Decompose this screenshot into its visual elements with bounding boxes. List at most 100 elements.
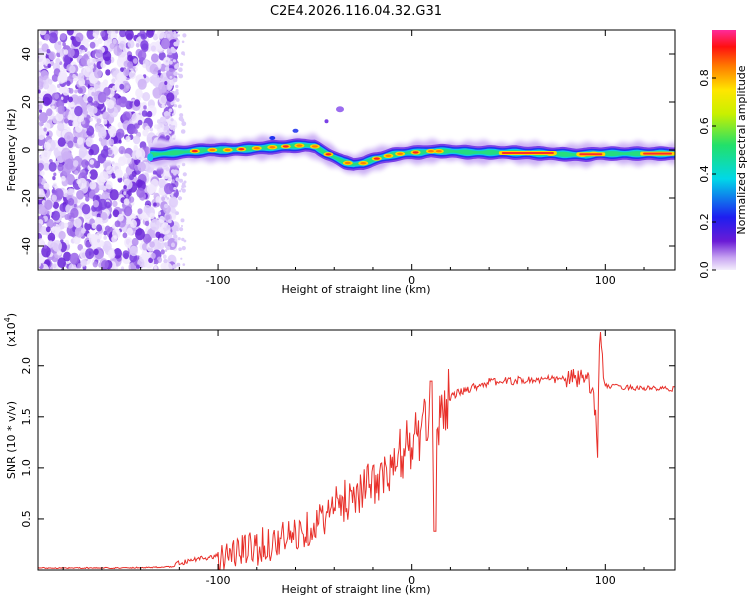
noise-speckle [170,101,174,106]
snr-ytick-label: 1.0 [20,459,33,477]
noise-speckle [81,129,86,135]
noise-speckle [154,259,159,265]
noise-speckle [57,257,66,269]
noise-speckle [64,214,70,220]
noise-speckle [108,149,113,155]
noise-speckle [38,104,43,110]
noise-speckle [173,31,176,34]
noise-speckle [176,262,181,267]
noise-speckle [173,71,178,76]
noise-speckle [38,41,43,46]
noise-speckle [150,218,160,231]
noise-speckle [43,142,51,151]
noise-speckle [114,266,118,270]
noise-speckle [178,73,184,79]
noise-speckle [99,217,103,222]
noise-speckle [113,235,117,240]
noise-speckle [38,162,44,171]
noise-speckle [157,211,162,216]
noise-speckle [137,119,143,126]
ridge-hotspot-core [373,157,380,160]
noise-speckle [44,33,50,41]
noise-speckle [67,188,74,196]
noise-speckle [48,162,57,172]
noise-speckle [89,117,93,122]
noise-speckle [181,188,186,193]
noise-speckle [101,260,109,270]
noise-speckle [96,118,102,124]
spectrogram-ytick-label: 20 [20,95,33,109]
noise-speckle [109,129,117,138]
noise-speckle [94,68,102,79]
noise-speckle [46,218,54,229]
noise-speckle [154,124,158,129]
spectrogram-ytick-label: -40 [20,237,33,255]
noise-speckle [68,215,72,220]
noise-speckle [46,153,51,158]
noise-speckle [100,61,106,69]
ridge-band [150,143,675,166]
noise-speckle [59,61,63,66]
noise-speckle [51,210,61,221]
noise-speckle [39,30,47,36]
noise-speckle [43,127,47,132]
noise-speckle [158,178,166,188]
noise-speckle [43,244,48,249]
noise-speckle [85,248,95,260]
noise-speckle [173,33,179,38]
noise-speckle [135,43,140,48]
noise-speckle [92,200,100,208]
noise-speckle [93,248,99,256]
noise-speckle [134,123,139,128]
noise-speckle [136,264,140,270]
noise-speckle [177,34,181,37]
noise-speckle [120,266,125,270]
noise-speckle [137,208,143,215]
noise-speckle [169,124,172,127]
noise-speckle [38,121,44,127]
noise-speckle [81,49,86,54]
colorbar: 0.0 0.2 0.4 0.6 0.8 Normalized spectral ampl… [698,30,748,279]
noise-speckle [44,199,53,210]
noise-speckle [77,72,85,81]
noise-speckle [43,183,50,190]
noise-speckle [76,190,85,200]
spectrogram-xtick-label: 0 [408,274,415,287]
noise-speckle [56,48,61,53]
noise-speckle [179,178,183,183]
noise-speckle [99,128,107,137]
noise-speckle [97,37,103,45]
noise-speckle [177,237,181,241]
noise-speckle [89,169,98,180]
noise-speckle [137,161,146,172]
snr-ylabel: SNR (10 * v/v) [5,401,18,479]
noise-speckle [175,98,180,102]
spectral-blob [147,153,154,162]
noise-speckle [38,238,45,248]
noise-speckle [85,196,90,202]
noise-speckle [118,139,122,144]
noise-speckle [158,187,165,196]
noise-speckle [57,84,61,88]
noise-speckle [123,198,130,206]
noise-speckle [158,94,167,105]
noise-speckle [95,49,103,58]
noise-speckle [72,160,79,167]
noise-speckle [112,209,120,218]
colorbar-tick-label: 0.0 [698,261,711,279]
noise-speckle [120,67,125,72]
noise-speckle [149,241,155,248]
snr-multiplier-exp: 4 [3,317,12,322]
noise-speckle [165,236,169,240]
spectral-blob [336,106,344,113]
noise-speckle [38,203,46,215]
noise-speckle [70,101,75,108]
noise-speckle [183,239,187,243]
noise-speckle [129,245,138,257]
noise-speckle [95,125,101,133]
noise-speckle [142,233,152,244]
noise-speckle [54,93,60,100]
noise-speckle [62,42,66,47]
noise-speckle [97,198,108,210]
noise-speckle [51,194,57,202]
